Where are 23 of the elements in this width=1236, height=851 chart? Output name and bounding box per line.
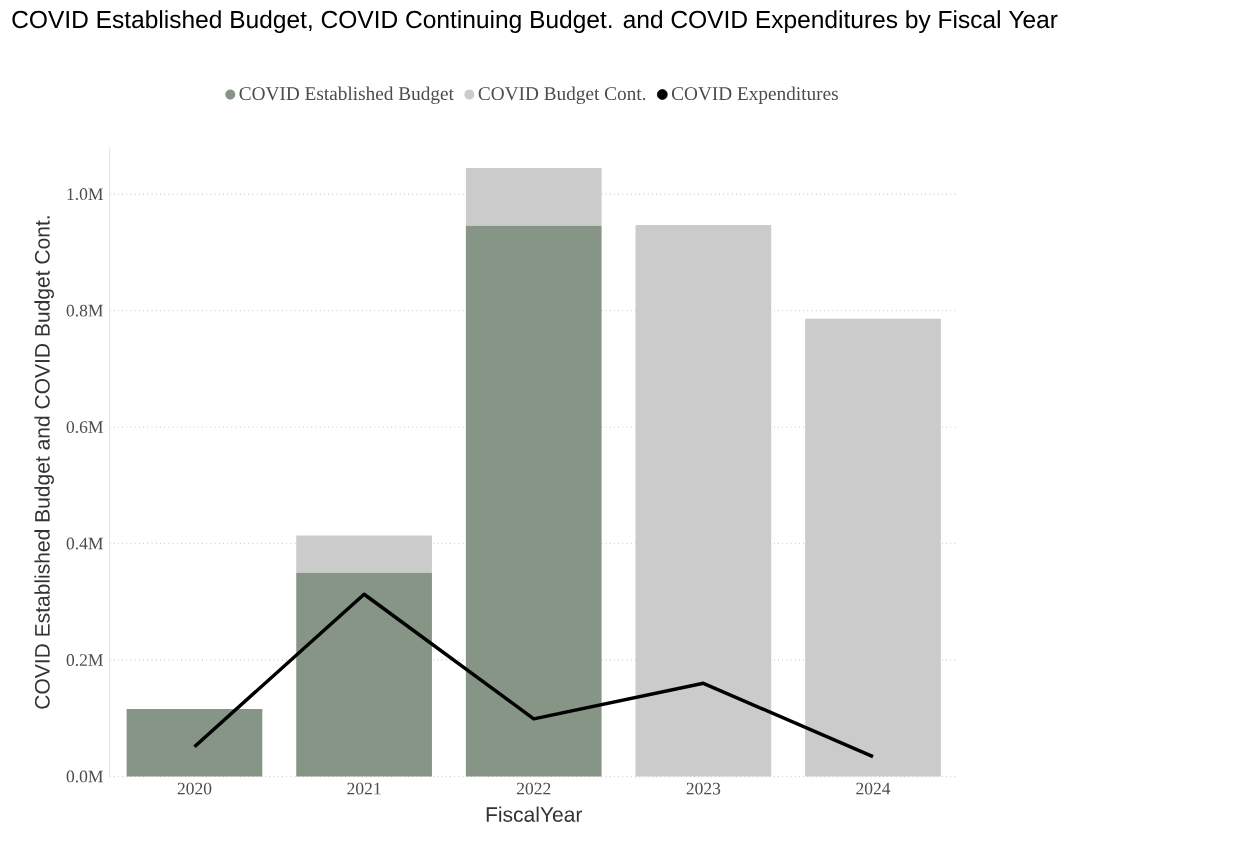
bar bbox=[126, 708, 263, 777]
y-tick-label: 1.0M bbox=[67, 188, 103, 201]
legend-label: COVID Expenditures bbox=[671, 86, 838, 104]
y-tick-label: 0.0M bbox=[66, 770, 103, 783]
y-tick-label: 0.8M bbox=[66, 304, 103, 317]
bar bbox=[465, 167, 602, 226]
legend-label: COVID Established Budget bbox=[239, 86, 454, 104]
x-tick-label: 2024 bbox=[856, 782, 891, 795]
y-tick-label: 0.2M bbox=[66, 653, 103, 666]
x-tick-label: 2020 bbox=[177, 782, 212, 795]
y-axis-title: COVID Established Budget and COVID Budget Cont. bbox=[34, 216, 54, 709]
y-tick-label: 0.4M bbox=[66, 537, 103, 550]
x-tick-label: 2022 bbox=[516, 782, 551, 795]
chart-title: COVID Established Budget, COVID Continuing Budget. and COVID Expenditures by Fiscal Year bbox=[12, 10, 1058, 33]
x-axis-title: FiscalYear bbox=[486, 806, 583, 822]
x-tick-label: 2021 bbox=[347, 782, 381, 795]
bar bbox=[296, 535, 432, 573]
line-series bbox=[192, 592, 875, 759]
x-tick-label: 2023 bbox=[686, 782, 721, 795]
legend-label: COVID Budget Cont. bbox=[478, 86, 646, 104]
bar bbox=[296, 572, 432, 777]
y-tick-label: 0.6M bbox=[66, 421, 103, 433]
bar bbox=[465, 225, 602, 777]
